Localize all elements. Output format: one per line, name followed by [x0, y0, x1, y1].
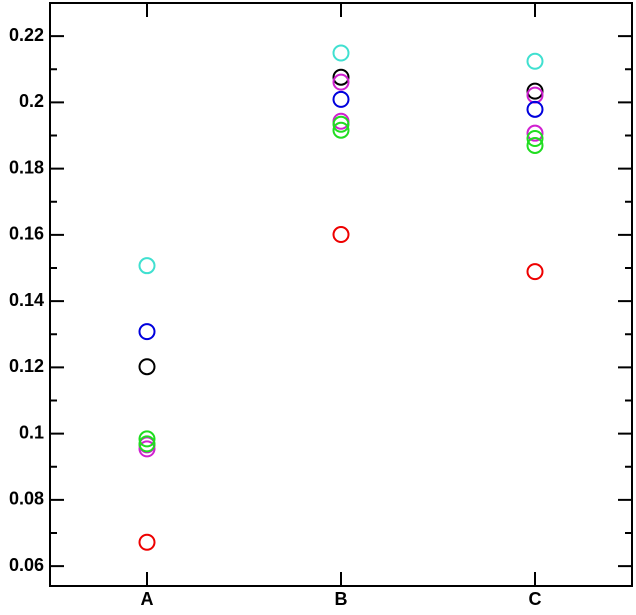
- y-tick-label: 0.14: [9, 290, 44, 310]
- data-point: [332, 44, 350, 62]
- x-tick-label: A: [141, 589, 154, 609]
- y-tick-label: 0.16: [9, 224, 44, 244]
- data-point: [138, 257, 156, 275]
- data-point: [526, 52, 544, 70]
- data-point: [332, 90, 350, 108]
- y-tick-label: 0.18: [9, 157, 44, 177]
- data-point: [138, 323, 156, 341]
- y-tick-label: 0.06: [9, 555, 44, 575]
- y-tick-label: 0.1: [19, 422, 44, 442]
- data-point: [332, 121, 350, 139]
- data-point: [138, 358, 156, 376]
- y-tick-label: 0.12: [9, 356, 44, 376]
- y-tick-label: 0.08: [9, 489, 44, 509]
- y-tick-label: 0.2: [19, 91, 44, 111]
- data-point: [138, 440, 156, 458]
- data-point: [332, 115, 350, 133]
- y-tick-label: 0.22: [9, 25, 44, 45]
- data-point: [526, 129, 544, 147]
- data-point: [526, 136, 544, 154]
- data-point: [526, 124, 544, 142]
- data-point: [332, 68, 350, 86]
- data-point: [138, 430, 156, 448]
- data-point: [332, 73, 350, 91]
- x-tick-label: B: [335, 589, 348, 609]
- data-point: [526, 100, 544, 118]
- data-point: [332, 226, 350, 244]
- data-point: [138, 533, 156, 551]
- data-point: [138, 435, 156, 453]
- x-tick-label: C: [529, 589, 542, 609]
- data-point: [526, 263, 544, 281]
